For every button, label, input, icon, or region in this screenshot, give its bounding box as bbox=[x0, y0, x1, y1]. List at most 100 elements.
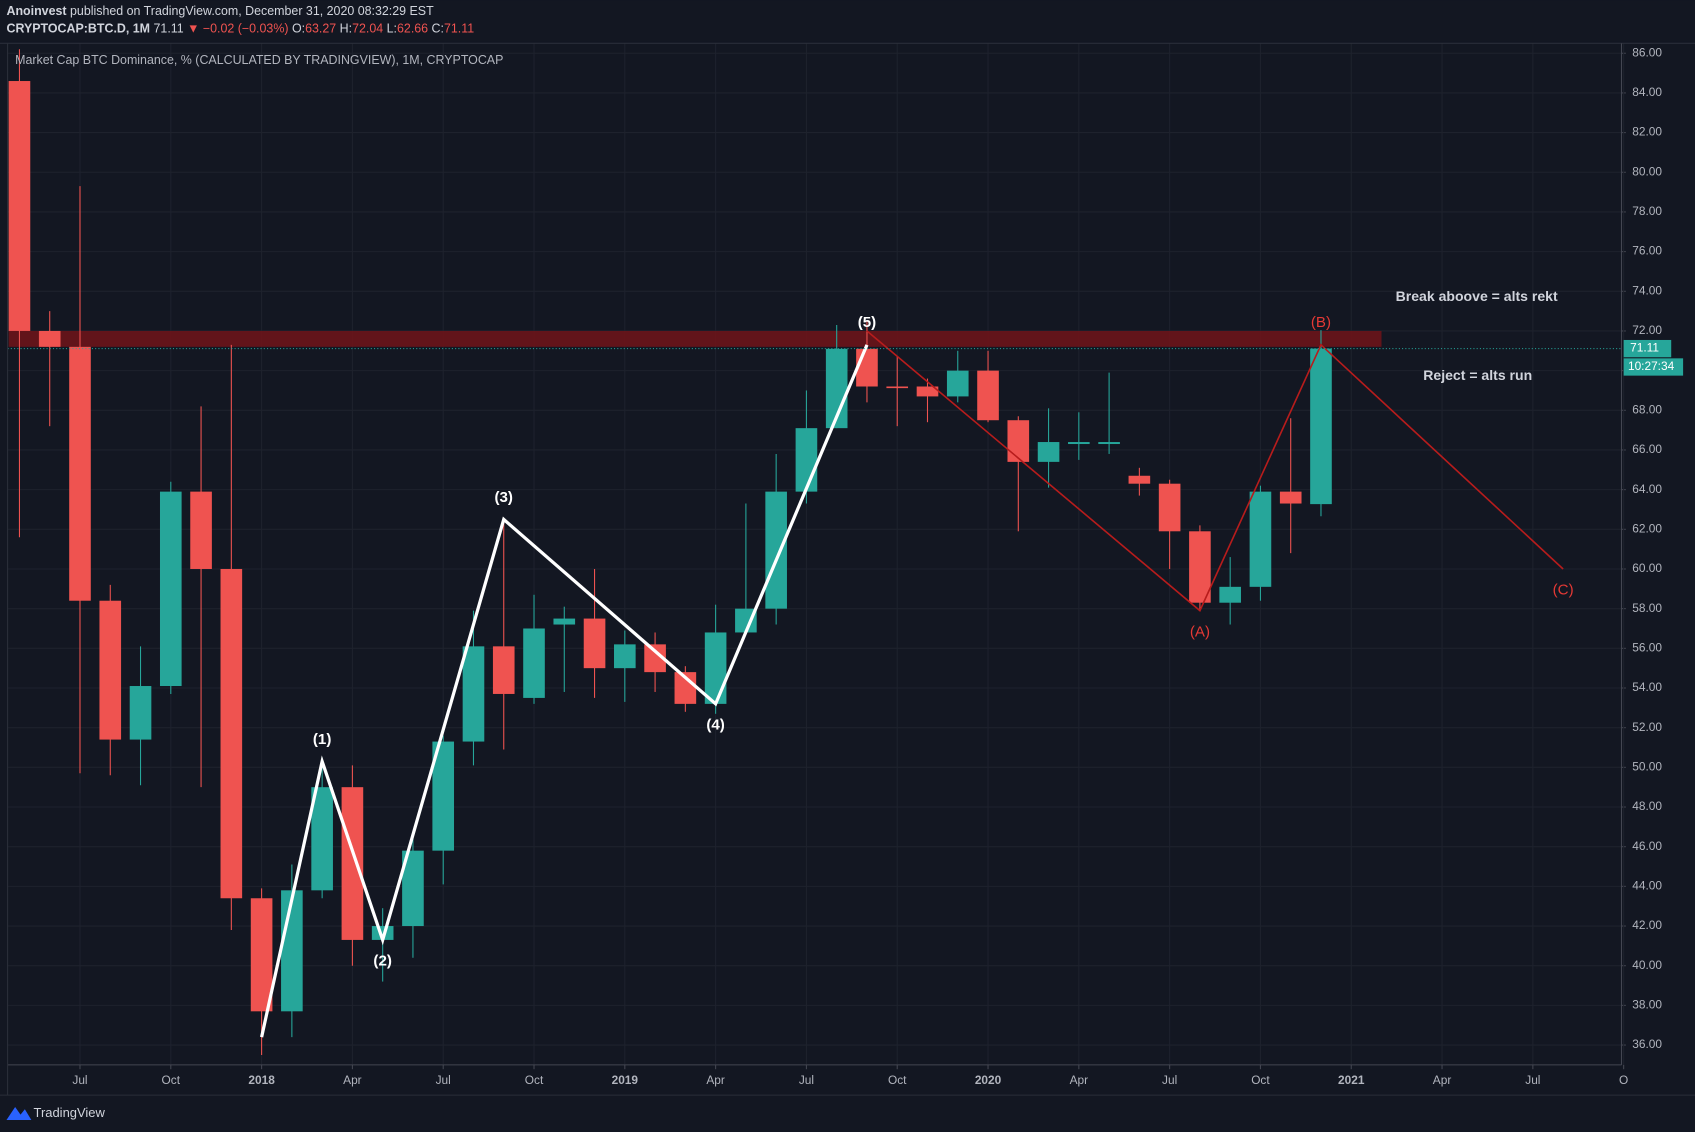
candle-body bbox=[523, 628, 545, 698]
candle-body bbox=[614, 644, 636, 669]
x-tick-label: 2018 bbox=[248, 1073, 275, 1087]
y-tick-label: 60.00 bbox=[1632, 561, 1662, 575]
candle-body bbox=[916, 386, 939, 397]
candle-body bbox=[704, 632, 727, 704]
y-tick-label: 52.00 bbox=[1632, 720, 1662, 734]
ohlc-l-value: 62.66 bbox=[397, 22, 428, 36]
note: Reject = alts run bbox=[1423, 367, 1532, 383]
y-tick-label: 66.00 bbox=[1632, 442, 1662, 456]
y-tick-label: 78.00 bbox=[1632, 204, 1662, 218]
x-tick-label: 2021 bbox=[1338, 1073, 1365, 1087]
y-tick-label: 62.00 bbox=[1632, 521, 1662, 535]
candle-body bbox=[99, 600, 122, 740]
candle-body bbox=[129, 686, 152, 740]
grid: 36.00 38.00 40.00 42.00 44.00 46.00 48.00 50.00… bbox=[7, 43, 1662, 1087]
candle-body bbox=[1037, 442, 1060, 462]
symbol: CRYPTOCAP:BTC.D, 1M bbox=[6, 22, 150, 36]
wave-label: (3) bbox=[494, 489, 512, 506]
countdown-box bbox=[1623, 358, 1684, 376]
y-tick-label: 48.00 bbox=[1632, 799, 1662, 813]
y-tick-label: 46.00 bbox=[1632, 839, 1662, 853]
y-tick-label: 54.00 bbox=[1632, 680, 1662, 694]
candle-body bbox=[1219, 586, 1241, 603]
wave-label: (5) bbox=[858, 314, 877, 331]
x-tick-label: Jul bbox=[72, 1073, 87, 1087]
x-tick-label: Apr bbox=[1433, 1073, 1452, 1087]
countdown-label: 10:27:34 bbox=[1628, 359, 1675, 373]
candle-body bbox=[38, 330, 61, 347]
wave-line bbox=[866, 330, 1564, 612]
x-tick-label: O bbox=[1619, 1073, 1628, 1087]
candle-body bbox=[856, 348, 878, 387]
candle-body bbox=[190, 491, 212, 569]
resistance-zone bbox=[8, 330, 1382, 347]
y-tick-label: 72.00 bbox=[1632, 323, 1662, 337]
header-line: Anoinvest published on TradingView.com, … bbox=[6, 4, 434, 18]
candle-body bbox=[1128, 475, 1151, 484]
candle-body bbox=[795, 428, 818, 492]
x-tick-label: Oct bbox=[162, 1073, 181, 1087]
x-tick-label: Apr bbox=[343, 1073, 362, 1087]
candle-body bbox=[553, 618, 576, 625]
wave-label: (1) bbox=[313, 731, 332, 748]
y-tick-label: 80.00 bbox=[1632, 164, 1662, 178]
candle-body bbox=[1098, 442, 1120, 445]
candle-body bbox=[977, 370, 999, 421]
x-tick-label: 2019 bbox=[612, 1073, 639, 1087]
wave-label: (A) bbox=[1190, 623, 1210, 640]
y-tick-label: 36.00 bbox=[1632, 1037, 1662, 1051]
candle-body bbox=[735, 608, 757, 633]
ohlc-h-value: 72.04 bbox=[352, 22, 383, 36]
publisher: Anoinvest bbox=[6, 4, 66, 18]
y-tick-label: 56.00 bbox=[1632, 640, 1662, 654]
y-tick-label: 68.00 bbox=[1632, 402, 1662, 416]
candle-body bbox=[492, 646, 515, 694]
y-tick-label: 42.00 bbox=[1632, 918, 1662, 932]
ohlc-o-value: 63.27 bbox=[305, 22, 336, 36]
y-tick-label: 86.00 bbox=[1632, 45, 1662, 59]
candle-body bbox=[886, 386, 909, 389]
y-tick-label: 84.00 bbox=[1632, 85, 1662, 99]
plot: (1) (2) (3) (4) (5) (A) (B) (C) bbox=[7, 49, 1622, 1055]
x-tick-label: Oct bbox=[525, 1073, 544, 1087]
ohlc-l: L: bbox=[387, 22, 397, 36]
header-bg bbox=[0, 0, 1695, 42]
ohlc-c: C: bbox=[432, 22, 444, 36]
candle-body bbox=[1249, 491, 1272, 587]
candle-body bbox=[220, 568, 243, 899]
x-tick-label: 2020 bbox=[975, 1073, 1002, 1087]
candle-body bbox=[69, 346, 91, 601]
note: Break aboove = alts rekt bbox=[1396, 288, 1558, 304]
candle-body bbox=[462, 646, 485, 742]
chart-title: Market Cap BTC Dominance, % (CALCULATED … bbox=[15, 53, 503, 67]
ohlc-h: H: bbox=[340, 22, 352, 36]
wave-line bbox=[260, 344, 869, 1038]
y-tick-label: 38.00 bbox=[1632, 998, 1662, 1012]
x-tick-label: Jul bbox=[1162, 1073, 1177, 1087]
candle-body bbox=[644, 644, 666, 673]
ohlc-c-value: 71.11 bbox=[444, 22, 474, 36]
candle-body bbox=[8, 81, 31, 331]
candle-body bbox=[1310, 348, 1332, 505]
x-tick-label: Jul bbox=[799, 1073, 814, 1087]
candle-body bbox=[341, 787, 364, 940]
candle-body bbox=[946, 370, 969, 397]
y-tick-label: 76.00 bbox=[1632, 244, 1662, 258]
x-tick-label: Jul bbox=[436, 1073, 451, 1087]
x-tick-label: Apr bbox=[1070, 1073, 1089, 1087]
logo-icon bbox=[6, 1107, 32, 1121]
x-tick-label: Oct bbox=[888, 1073, 907, 1087]
wave-label: (4) bbox=[706, 716, 725, 733]
candle-body bbox=[1279, 491, 1302, 504]
wave-label: (B) bbox=[1311, 314, 1331, 331]
candle-body bbox=[583, 618, 606, 669]
x-tick-label: Oct bbox=[1251, 1073, 1270, 1087]
change: ▼ −0.02 (−0.03%) bbox=[187, 22, 288, 36]
wave-label: (2) bbox=[373, 953, 392, 970]
candle-body bbox=[1068, 442, 1090, 445]
candle-body bbox=[311, 787, 333, 891]
y-tick-label: 40.00 bbox=[1632, 958, 1662, 972]
candle-body bbox=[1158, 483, 1181, 532]
